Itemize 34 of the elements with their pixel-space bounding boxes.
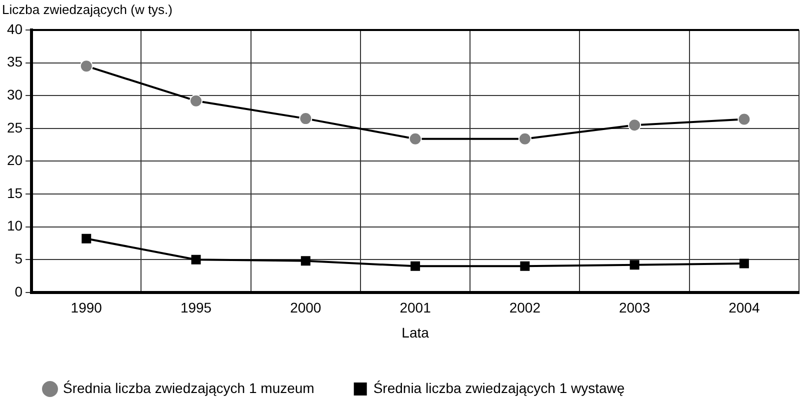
y-tick-label: 0	[14, 283, 23, 300]
y-tick-label: 10	[6, 218, 23, 234]
point	[410, 261, 420, 271]
point	[82, 234, 92, 244]
point	[630, 260, 640, 270]
point	[628, 118, 642, 132]
y-tick-label: 35	[6, 54, 23, 70]
x-tick-label: 1995	[180, 300, 212, 316]
y-tick-label: 30	[6, 86, 23, 102]
point	[191, 254, 201, 264]
y-tick-label: 15	[6, 184, 23, 201]
x-tick-label: 2002	[509, 300, 541, 316]
point	[300, 256, 310, 266]
point	[190, 94, 203, 108]
legend-label: Średnia liczba zwiedzających 1 wystawę	[373, 380, 625, 396]
x-tick-label: 2000	[290, 300, 322, 316]
point	[299, 112, 312, 126]
x-tick-label: 1990	[70, 300, 102, 316]
point	[739, 258, 749, 268]
y-tick-label: 40	[6, 20, 23, 37]
point	[518, 132, 532, 146]
x-tick-label: 2004	[728, 300, 760, 316]
point	[80, 60, 93, 73]
point	[408, 132, 422, 146]
y-tick-label: 20	[6, 152, 23, 168]
y-axis-title: Liczba zwiedzających (w tys.)	[2, 2, 172, 18]
x-tick-label: 2003	[618, 300, 650, 316]
point	[520, 261, 530, 271]
y-tick-label: 25	[6, 119, 23, 136]
legend-label: Średnia liczba zwiedzających 1 muzeum	[63, 380, 314, 396]
y-tick-label: 5	[14, 250, 23, 266]
x-tick-label: 2001	[400, 300, 432, 316]
point	[738, 112, 751, 126]
x-axis-title: Lata	[402, 324, 430, 340]
